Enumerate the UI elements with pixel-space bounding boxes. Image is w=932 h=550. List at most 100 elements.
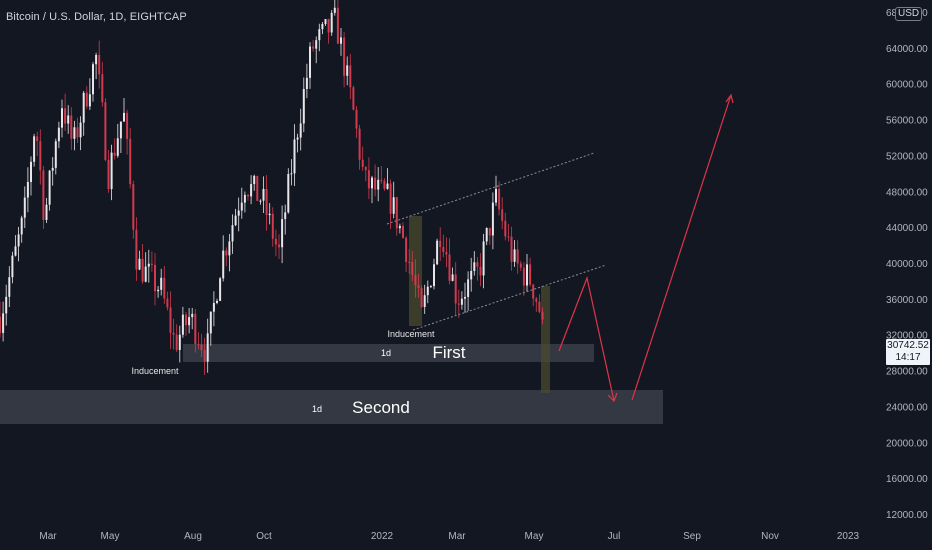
bar-countdown: 14:17 <box>895 352 921 363</box>
y-tick-label: 32000.00 <box>886 331 928 342</box>
candle-body <box>485 228 488 242</box>
candle-body <box>315 40 318 49</box>
candle-body <box>284 212 287 220</box>
zone-first-label: First <box>432 343 465 362</box>
candle-body <box>321 23 324 30</box>
x-tick-label: Aug <box>184 531 202 542</box>
candle-body <box>383 180 386 189</box>
candle-body <box>358 128 361 160</box>
x-tick-label: 2022 <box>371 531 394 542</box>
candle-body <box>240 202 243 211</box>
candle-body <box>209 311 212 334</box>
candle-body <box>355 109 358 129</box>
candle-body <box>374 177 377 190</box>
candle-body <box>212 302 215 312</box>
candle-body <box>526 264 528 286</box>
candle-body <box>76 127 79 138</box>
candle-body <box>330 12 333 33</box>
candle-body <box>296 137 299 140</box>
candle-body <box>39 141 42 171</box>
candle-body <box>318 29 321 41</box>
candle-body <box>278 244 280 248</box>
candle-body <box>191 313 194 318</box>
candle-body <box>70 115 73 139</box>
candle-body <box>281 219 284 248</box>
candle-body <box>54 141 57 168</box>
x-tick-label: Mar <box>448 531 466 542</box>
projection-arrowhead-down <box>607 392 618 403</box>
candle-body <box>116 138 119 156</box>
y-tick-label: 20000.00 <box>886 438 928 449</box>
candle-body <box>51 167 54 171</box>
candle-body <box>271 213 274 239</box>
candle-body <box>457 303 460 305</box>
candle-body <box>429 286 432 288</box>
candle-body <box>132 184 135 230</box>
candle-body <box>110 152 113 190</box>
candle-body <box>417 285 420 288</box>
candle-body <box>389 183 392 214</box>
candle-body <box>433 264 435 287</box>
candle-body <box>188 317 191 326</box>
candle-body <box>203 350 206 362</box>
candle-body <box>126 112 129 139</box>
symbol-title[interactable]: Bitcoin / U.S. Dollar, 1D, EIGHTCAP <box>6 11 187 23</box>
candle-body <box>352 87 355 110</box>
candle-body <box>439 240 442 248</box>
y-tick-label: 40000.00 <box>886 259 928 270</box>
y-tick-label: 28000.00 <box>886 367 928 378</box>
candle-body <box>327 19 330 33</box>
candle-body <box>36 136 39 142</box>
candle-body <box>104 102 107 161</box>
candle-body <box>299 123 302 138</box>
x-tick-label: Sep <box>683 531 701 542</box>
candle-body <box>392 197 395 214</box>
currency-badge[interactable]: USD <box>895 7 923 21</box>
candlestick-series <box>0 0 544 376</box>
candle-body <box>231 225 234 242</box>
candle-body <box>532 284 535 299</box>
channel-upper-line[interactable] <box>386 152 595 225</box>
candle-body <box>144 266 147 282</box>
candle-body <box>513 249 516 262</box>
candle-body <box>48 170 51 205</box>
candle-body <box>467 279 470 297</box>
candle-body <box>488 228 491 236</box>
candle-body <box>73 127 76 139</box>
candle-body <box>107 160 110 190</box>
candle-body <box>33 136 36 162</box>
candle-body <box>157 289 160 292</box>
candle-body <box>163 277 166 299</box>
candle-body <box>160 277 163 290</box>
candle-body <box>274 238 277 245</box>
candle-body <box>371 177 373 189</box>
candle-body <box>197 343 200 345</box>
channel-lower-line[interactable] <box>412 264 607 331</box>
candle-body <box>85 92 88 107</box>
time-axis[interactable]: Mar May Aug Oct 2022 Mar May Jul Sep Nov 2023 <box>39 531 859 542</box>
price-axis[interactable]: 68000.0064000.0060000.0056000.0052000.00… <box>884 0 932 550</box>
candle-body <box>216 300 218 303</box>
candle-body <box>454 274 457 304</box>
candle-body <box>364 166 367 171</box>
candle-body <box>426 286 429 296</box>
candle-body <box>42 170 45 220</box>
y-tick-label: 16000.00 <box>886 474 928 485</box>
candle-body <box>113 152 116 156</box>
candle-body <box>367 170 370 189</box>
demand-zone-first <box>183 344 594 362</box>
candle-body <box>445 252 448 255</box>
candle-body <box>442 247 445 253</box>
candle-body <box>464 296 466 299</box>
candle-body <box>8 277 11 297</box>
candle-body <box>82 92 85 123</box>
candle-body <box>30 161 32 182</box>
last-price-tag: 30742.52 14:17 <box>886 339 930 365</box>
candle-body <box>250 184 253 197</box>
y-tick-label: 36000.00 <box>886 295 928 306</box>
candle-body <box>470 270 473 280</box>
projection-path[interactable] <box>558 93 734 403</box>
candle-body <box>95 54 98 65</box>
candle-body <box>123 112 125 122</box>
